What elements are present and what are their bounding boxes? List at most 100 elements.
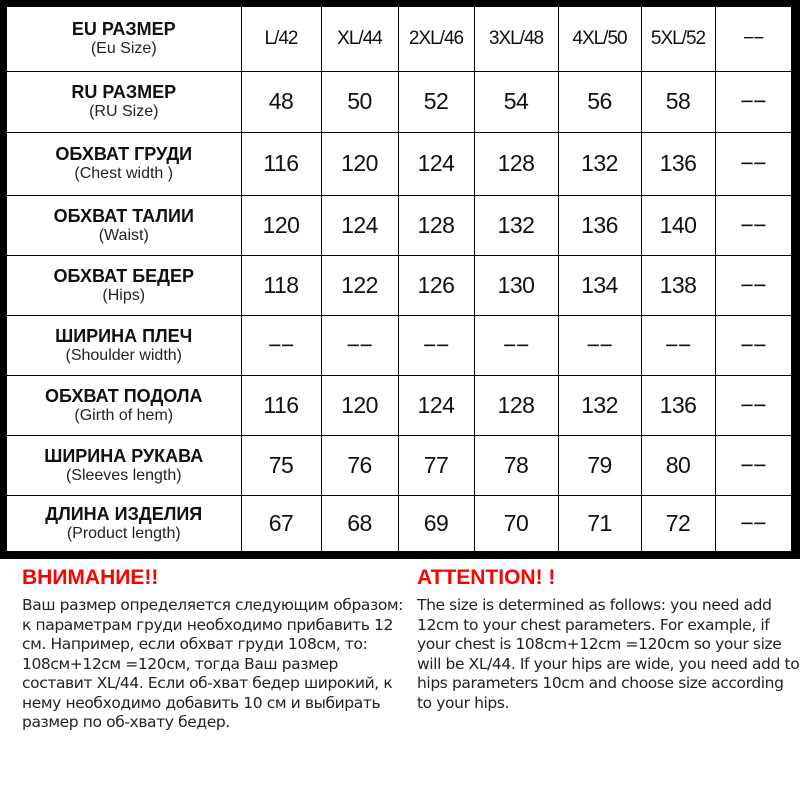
table-cell: 124 [320,194,399,256]
row-label-ru: ОБХВАТ ГРУДИ [55,144,193,164]
table-cell: 68 [320,494,399,551]
row-label: ШИРИНА РУКАВА (Sleeves length) [7,434,242,496]
table-cell: 128 [473,374,559,436]
table-cell: −− [714,434,791,496]
table-row: EU РАЗМЕР (Eu Size) L/42 XL/44 2XL/46 3XL/48 4… [7,7,791,72]
russian-note-title: ВНИМАНИЕ!! [22,566,159,589]
table-cell: −− [714,7,791,72]
table-cell: 56 [557,70,642,133]
table-cell: 78 [473,434,559,496]
row-label-en: (Girth of hem) [74,406,174,424]
row-label-ru: ОБХВАТ ТАЛИИ [53,205,194,226]
row-label-en: (Sleeves length) [65,466,182,484]
table-cell: −− [714,374,791,436]
table-cell: 120 [240,194,322,256]
table-cell: 67 [240,494,322,551]
table-cell: 136 [557,194,642,256]
table-cell: 72 [640,494,716,551]
row-label-en: (RU Size) [89,103,159,120]
row-label-en: (Chest width ) [74,165,174,182]
table-row: ОБХВАТ ТАЛИИ (Waist) 120 124 128 132 136 140 −− [7,194,791,256]
table-cell: −− [397,314,475,376]
row-label: ОБХВАТ БЕДЕР (Hips) [7,254,242,316]
row-label-en: (Product length) [66,524,181,542]
table-row: ШИРИНА ПЛЕЧ (Shoulder width) −− −− −− −− −− −− −… [7,314,791,376]
english-note: ATTENTION! ! The size is determined as f… [417,566,800,713]
table-cell: 126 [397,254,475,316]
row-label-en: (Hips) [102,286,146,304]
table-cell: 120 [320,374,399,436]
table-cell: −− [320,314,399,376]
english-note-text: The size is determined as follows: you n… [417,596,800,712]
row-label-en: (Waist) [98,226,149,244]
row-label-ru: ОБХВАТ ПОДОЛА [45,385,203,406]
table-cell: 132 [557,131,642,196]
table-cell: 48 [240,70,322,133]
table-cell: 52 [397,70,475,133]
row-label-ru: EU РАЗМЕР [71,19,176,40]
table-cell: −− [240,314,322,376]
table-cell: 128 [397,194,475,256]
table-cell: 134 [557,254,642,316]
table-cell: −− [714,131,791,196]
table-cell: L/42 [240,7,322,72]
table-cell: 140 [640,194,716,256]
table-cell: 124 [397,131,475,196]
table-cell: 138 [640,254,716,316]
table-cell: 116 [240,131,322,196]
table-cell: 136 [640,374,716,436]
table-cell: 128 [473,131,559,196]
row-label: RU РАЗМЕР (RU Size) [7,70,242,133]
table-cell: −− [714,70,791,133]
table-cell: 136 [640,131,716,196]
table-cell: 71 [557,494,642,551]
row-label-ru: ШИРИНА ПЛЕЧ [55,325,193,346]
table-cell: 130 [473,254,559,316]
table-cell: 124 [397,374,475,436]
table-cell: 70 [473,494,559,551]
table-row: ОБХВАТ БЕДЕР (Hips) 118 122 126 130 134 138 −− [7,254,791,316]
table-cell: 120 [320,131,399,196]
row-label: EU РАЗМЕР (Eu Size) [7,7,242,72]
russian-note: ВНИМАНИЕ!! Ваш размер определяется следу… [22,566,407,733]
english-note-title: ATTENTION! ! [417,566,556,589]
table-row: ДЛИНА ИЗДЕЛИЯ (Product length) 67 68 69 70 71 7… [7,494,791,551]
table-cell: 132 [473,194,559,256]
table-row: ОБХВАТ ПОДОЛА (Girth of hem) 116 120 124 128 1… [7,374,791,436]
row-label-ru: RU РАЗМЕР [71,82,177,102]
russian-note-text: Ваш размер определяется следующим образо… [22,596,404,731]
table-cell: 77 [397,434,475,496]
table-cell: 3XL/48 [473,7,559,72]
table-cell: 54 [473,70,559,133]
table-cell: 80 [640,434,716,496]
table-cell: 4XL/50 [557,7,642,72]
table-row: RU РАЗМЕР (RU Size) 48 50 52 54 56 58 −− [7,70,791,133]
table-cell: 79 [557,434,642,496]
table-cell: −− [714,314,791,376]
table-cell: 118 [240,254,322,316]
row-label-en: (Eu Size) [90,40,157,58]
row-label: ОБХВАТ ГРУДИ (Chest width ) [7,131,242,196]
table-cell: 58 [640,70,716,133]
table-row: ОБХВАТ ГРУДИ (Chest width ) 116 120 124 128 13… [7,131,791,196]
row-label: ШИРИНА ПЛЕЧ (Shoulder width) [7,314,242,376]
table-cell: 132 [557,374,642,436]
table-cell: 122 [320,254,399,316]
table-cell: 76 [320,434,399,496]
table-cell: 50 [320,70,399,133]
table-cell: XL/44 [320,7,399,72]
table-cell: 5XL/52 [640,7,716,72]
row-label-ru: ОБХВАТ БЕДЕР [53,265,194,286]
row-label-ru: ДЛИНА ИЗДЕЛИЯ [45,503,203,524]
row-label: ДЛИНА ИЗДЕЛИЯ (Product length) [7,494,242,551]
table-cell: −− [473,314,559,376]
table-cell: −− [640,314,716,376]
table-cell: −− [714,194,791,256]
row-label-ru: ШИРИНА РУКАВА [44,445,204,466]
table-cell: −− [714,494,791,551]
table-cell: −− [557,314,642,376]
table-row: ШИРИНА РУКАВА (Sleeves length) 75 76 77 78 79 8… [7,434,791,496]
table-cell: 2XL/46 [397,7,475,72]
table-cell: 69 [397,494,475,551]
row-label-en: (Shoulder width) [65,346,183,364]
